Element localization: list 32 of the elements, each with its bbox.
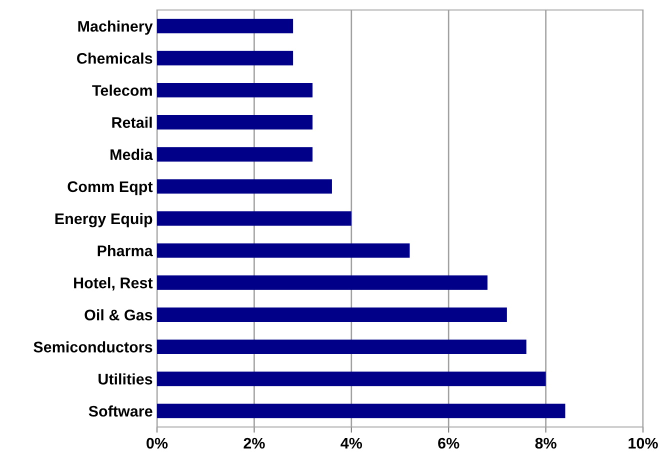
- y-tick-label: Telecom: [92, 84, 152, 96]
- y-tick-label: Utilities: [98, 373, 152, 385]
- bar: [157, 179, 332, 194]
- bar: [157, 243, 410, 258]
- x-tick-label: 2%: [244, 438, 265, 449]
- bar: [157, 308, 507, 322]
- y-tick-label: Energy Equip: [55, 212, 152, 228]
- x-tick-label: 6%: [438, 438, 460, 449]
- bar: [157, 50, 294, 66]
- x-tick-label: 8%: [535, 438, 556, 449]
- y-tick-label: Oil & Gas: [84, 309, 152, 320]
- x-tick-label: 0%: [146, 438, 168, 449]
- bar: [157, 18, 294, 34]
- bar: [157, 211, 352, 226]
- x-tick-label: 4%: [340, 438, 362, 449]
- y-tick-label: Comm Eqpt: [68, 181, 153, 196]
- y-tick-label: Retail: [112, 116, 152, 128]
- y-tick-label: Machinery: [78, 20, 153, 35]
- bar: [157, 82, 313, 98]
- y-tick-label: Software: [88, 405, 152, 417]
- y-tick-label: Semiconductors: [34, 341, 152, 352]
- bar: [157, 115, 313, 130]
- bar: [157, 275, 488, 290]
- bar: [157, 147, 313, 162]
- bar: [157, 372, 546, 386]
- y-tick-label: Hotel, Rest: [74, 277, 153, 291]
- y-tick-label: Pharma: [98, 245, 153, 256]
- x-tick-label: 10%: [628, 438, 658, 449]
- y-tick-label: Chemicals: [77, 52, 152, 64]
- bar: [157, 340, 526, 354]
- bar: [157, 404, 566, 418]
- y-tick-label: Media: [110, 148, 153, 160]
